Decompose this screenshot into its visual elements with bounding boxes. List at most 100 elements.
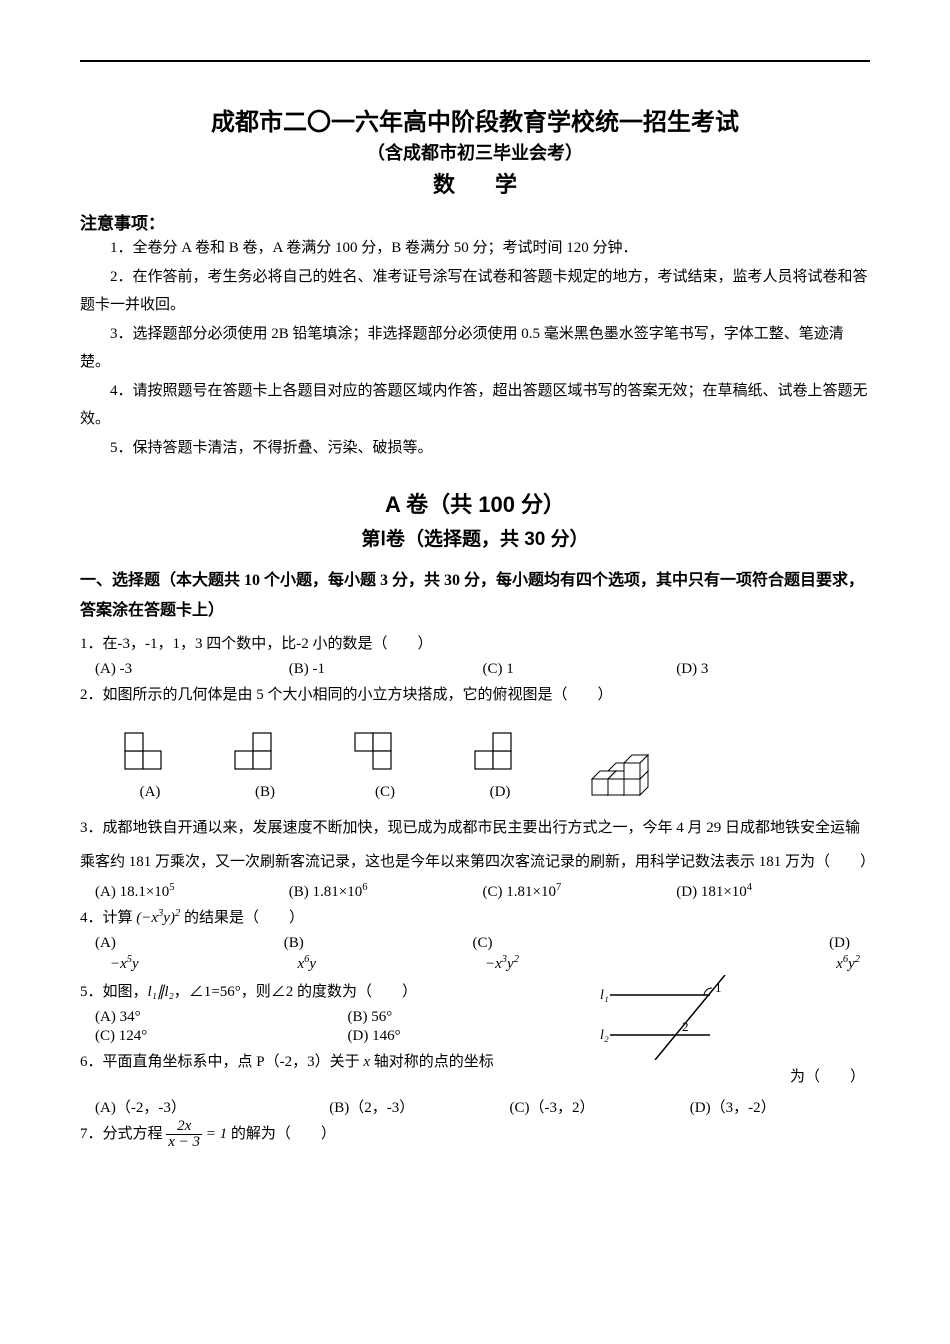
q7-post: 的解为（ ）	[231, 1126, 336, 1142]
q2-text: 2．如图所示的几何体是由 5 个大小相同的小立方块搭成，它的俯视图是（ ）	[80, 680, 870, 710]
q5-q6-row: 5．如图，l₁∥l₂，∠1=56°，则∠2 的度数为（ ） (A) 34° (B…	[80, 975, 870, 1094]
q1-opt-a: (A) -3	[95, 661, 289, 678]
q3-opt-c: (C) 1.81×107	[483, 882, 677, 901]
q6-a: (A)（-2，-3）	[95, 1096, 329, 1117]
q5-l1-label: l₁	[600, 988, 609, 1003]
q6-tail: 为（ ）	[790, 977, 870, 1092]
q5-mid: ，∠1=56°，则∠2 的度数为（ ）	[174, 984, 417, 1000]
q5-l: l₁∥l₂	[148, 984, 174, 1000]
q3-c-exp: 7	[556, 882, 561, 893]
q2-label-b: (B)	[230, 784, 300, 801]
notice-item: 2．在作答前，考生务必将自己的姓名、准考证号涂写在试卷和答题卡规定的地方，考试结…	[80, 263, 870, 320]
q3-options: (A) 18.1×105 (B) 1.81×106 (C) 1.81×107 (…	[95, 882, 870, 901]
q4-expr-mid: y)	[163, 910, 175, 926]
notice-body: 1．全卷分 A 卷和 B 卷，A 卷满分 100 分，B 卷满分 50 分；考试…	[80, 234, 870, 462]
q3-text: 3．成都地铁自开通以来，发展速度不断加快，现已成为成都市民主要出行方式之一，今年…	[80, 811, 870, 880]
section-a-sub: 第Ⅰ卷（选择题，共 30 分）	[80, 524, 870, 551]
q5-d: (D) 146°	[348, 1028, 601, 1045]
q2-svg-d	[470, 728, 530, 778]
q5-figure: l₁ l₂ 1 2	[600, 975, 760, 1065]
q2-svg-solid	[580, 731, 670, 801]
q4-options: −x5y x6y −x3y2 x6y2	[110, 954, 870, 973]
q3-d-pre: (D) 181×10	[676, 884, 747, 900]
notice-item: 1．全卷分 A 卷和 B 卷，A 卷满分 100 分，B 卷满分 50 分；考试…	[80, 234, 870, 263]
q6-b: (B)（2，-3）	[329, 1096, 509, 1117]
q3-opt-a: (A) 18.1×105	[95, 882, 289, 901]
q4-expr-l: (−x	[136, 910, 158, 926]
title-sub: （含成都市初三毕业会考）	[80, 139, 870, 165]
q5-c: (C) 124°	[95, 1028, 348, 1045]
q5-opts2: (C) 124° (D) 146°	[95, 1028, 600, 1045]
top-rule	[80, 60, 870, 62]
q4-text: 4．计算 (−x3y)2 的结果是（ ）	[80, 903, 870, 933]
q2-fig-solid	[580, 731, 670, 801]
q3-d-exp: 4	[747, 882, 752, 893]
q5-a: (A) 34°	[95, 1009, 348, 1026]
q2-fig-d: (D)	[470, 728, 530, 801]
q2-svg-b	[230, 728, 300, 778]
q3-b-exp: 6	[362, 882, 367, 893]
q4-ld: (D)	[661, 935, 870, 952]
q4-option-labels: (A) (B) (C) (D)	[95, 935, 870, 952]
q3-opt-d: (D) 181×104	[676, 882, 870, 901]
q1-options: (A) -3 (B) -1 (C) 1 (D) 3	[95, 661, 870, 678]
q7-frac: 2x x − 3	[166, 1119, 202, 1150]
q3-a-exp: 5	[169, 882, 174, 893]
q4-lb: (B)	[284, 935, 473, 952]
q3-b-pre: (B) 1.81×10	[289, 884, 362, 900]
q7-pre: 7．分式方程	[80, 1126, 163, 1142]
q5-pre: 5．如图，	[80, 984, 148, 1000]
q4-post: 的结果是（ ）	[184, 910, 304, 926]
q3-a-pre: (A) 18.1×10	[95, 884, 169, 900]
section-a-heading: A 卷（共 100 分）	[80, 487, 870, 519]
notice-item: 4．请按照题号在答题卡上各题目对应的答题区域内作答，超出答题区域书写的答案无效；…	[80, 377, 870, 434]
q5-opts1: (A) 34° (B) 56°	[95, 1009, 600, 1026]
notice-item: 3．选择题部分必须使用 2B 铅笔填涂；非选择题部分必须使用 0.5 毫米黑色墨…	[80, 320, 870, 377]
q6-axis: x	[363, 1054, 370, 1070]
q5-svg: l₁ l₂ 1 2	[600, 975, 750, 1060]
q1-text: 1．在-3，-1，1，3 四个数中，比-2 小的数是（ ）	[80, 629, 870, 659]
q5-l2-label: l₂	[600, 1028, 609, 1043]
q2-figures: (A) (B) (C) (D)	[120, 728, 870, 801]
q2-fig-c: (C)	[350, 728, 420, 801]
q2-label-a: (A)	[120, 784, 180, 801]
notice-item: 5．保持答题卡清洁，不得折叠、污染、破损等。	[80, 434, 870, 463]
q4-la: (A)	[95, 935, 284, 952]
q7-text: 7．分式方程 2x x − 3 = 1 的解为（ ）	[80, 1119, 870, 1150]
q6-d: (D)（3，-2）	[690, 1096, 870, 1117]
q1-opt-b: (B) -1	[289, 661, 483, 678]
q6-text: 6．平面直角坐标系中，点 P（-2，3）关于 x 轴对称的点的坐标	[80, 1047, 600, 1077]
q5-text: 5．如图，l₁∥l₂，∠1=56°，则∠2 的度数为（ ）	[80, 977, 600, 1007]
q4-opt-b: x6y	[298, 954, 486, 973]
q4-opt-c: −x3y2	[485, 954, 673, 973]
q7-num: 2x	[166, 1119, 202, 1135]
q4-pre: 4．计算	[80, 910, 133, 926]
q7-eq: = 1	[202, 1126, 227, 1142]
q4-opt-d: x6y2	[673, 954, 871, 973]
q2-label-d: (D)	[470, 784, 530, 801]
q1-opt-d: (D) 3	[676, 661, 870, 678]
q6-options: (A)（-2，-3） (B)（2，-3） (C)（-3，2） (D)（3，-2）	[95, 1096, 870, 1117]
q2-fig-b: (B)	[230, 728, 300, 801]
q3-opt-b: (B) 1.81×106	[289, 882, 483, 901]
title-main: 成都市二〇一六年高中阶段教育学校统一招生考试	[80, 102, 870, 137]
q6-pre: 6．平面直角坐标系中，点 P（-2，3）关于	[80, 1054, 363, 1070]
q6-c: (C)（-3，2）	[510, 1096, 690, 1117]
q5-angle1: 1	[715, 980, 722, 995]
part1-heading: 一、选择题（本大题共 10 个小题，每小题 3 分，共 30 分，每小题均有四个…	[80, 566, 870, 627]
q1-opt-c: (C) 1	[483, 661, 677, 678]
q2-svg-c	[350, 728, 420, 778]
q4-expr-e2: 2	[175, 908, 180, 919]
q2-fig-a: (A)	[120, 728, 180, 801]
q3-c-pre: (C) 1.81×10	[483, 884, 556, 900]
q5-b: (B) 56°	[348, 1009, 601, 1026]
notice-heading: 注意事项：	[80, 209, 870, 234]
title-subject: 数学	[80, 167, 870, 199]
q4-lc: (C)	[473, 935, 662, 952]
q2-svg-a	[120, 728, 180, 778]
q4-expr: (−x3y)2	[136, 910, 184, 926]
q7-den: x − 3	[166, 1135, 202, 1150]
q5-angle2: 2	[682, 1019, 689, 1034]
q4-opt-a: −x5y	[110, 954, 298, 973]
q2-label-c: (C)	[350, 784, 420, 801]
